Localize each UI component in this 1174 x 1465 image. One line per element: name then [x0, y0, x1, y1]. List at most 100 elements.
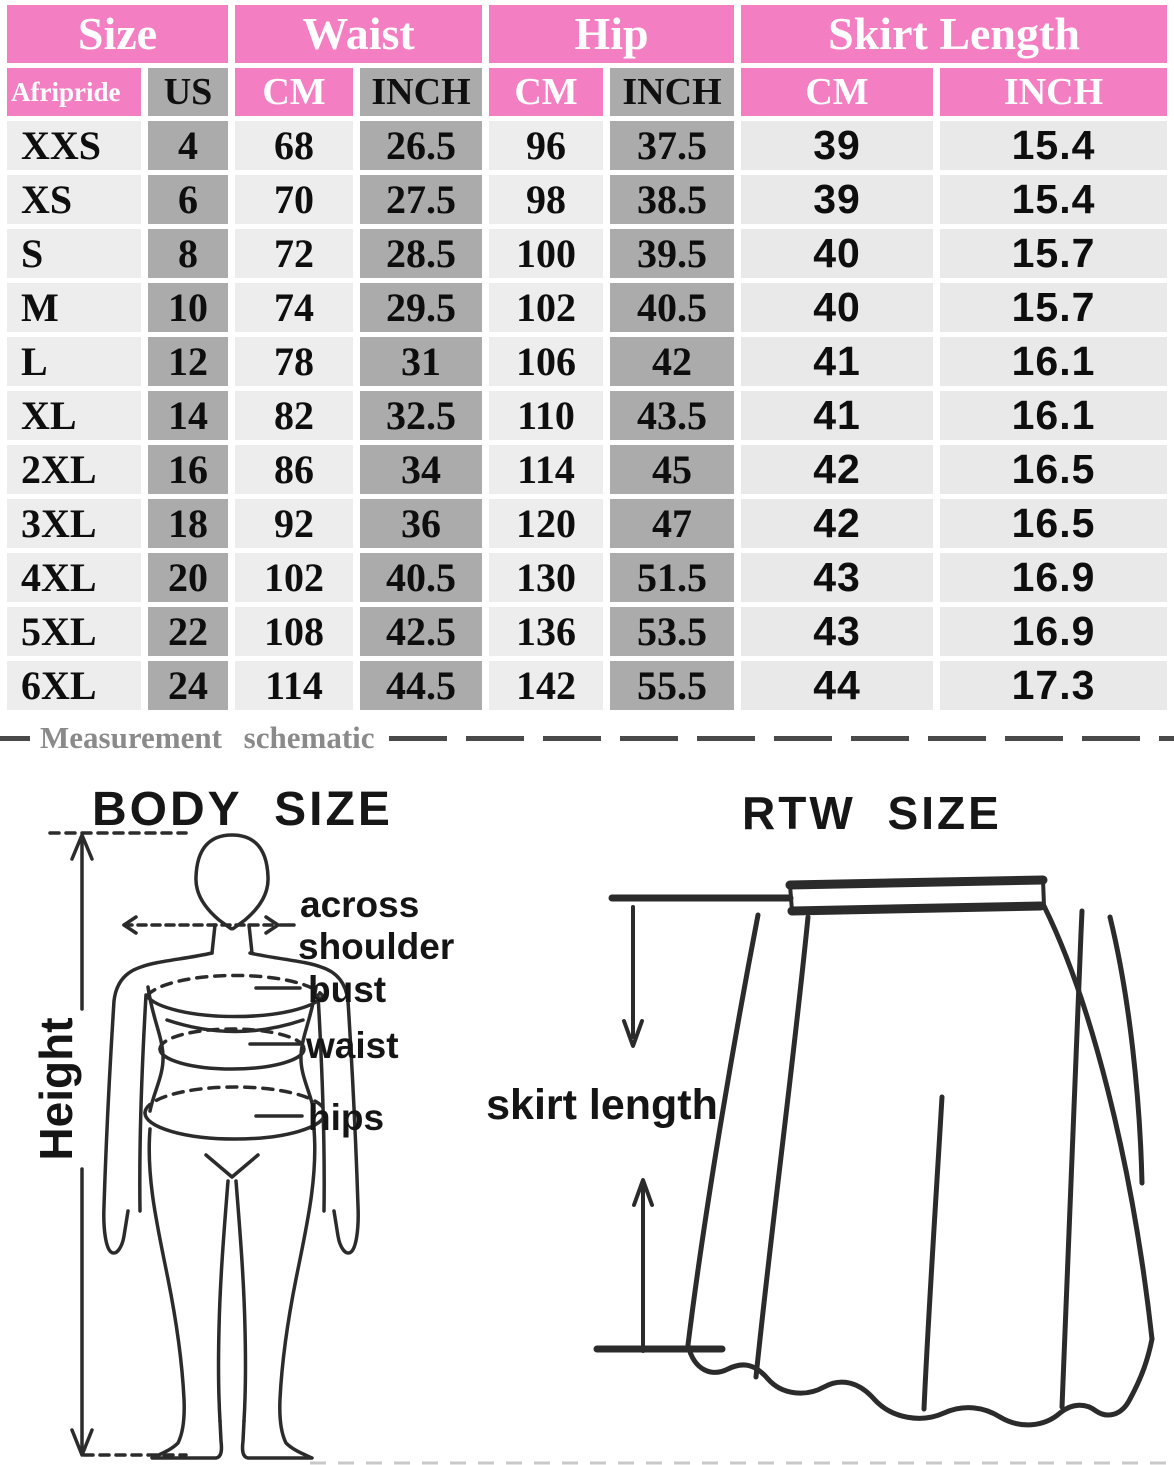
- body-figure-labels: across shoulder bust waist hips: [298, 884, 454, 1138]
- cell-skirt-cm: 43: [741, 553, 934, 602]
- cell-hip-inch: 40.5: [610, 283, 735, 332]
- cell-hip-cm: 114: [489, 445, 604, 494]
- table-group-header-row: Size Waist Hip Skirt Length: [7, 5, 1168, 63]
- cell-skirt-inch: 16.9: [940, 553, 1168, 602]
- subheader-skirt-inch: INCH: [940, 68, 1168, 116]
- table-row: 3XL 18 92 36 120 47 42 16.5: [7, 499, 1168, 548]
- brand-label: Afripride: [7, 68, 141, 116]
- cell-us: 14: [148, 391, 229, 440]
- hips-label: hips: [308, 1097, 384, 1138]
- cell-skirt-inch: 16.5: [940, 445, 1168, 494]
- cell-hip-cm: 106: [489, 337, 604, 386]
- table-row: L 12 78 31 106 42 41 16.1: [7, 337, 1168, 386]
- table-row: 4XL 20 102 40.5 130 51.5 43 16.9: [7, 553, 1168, 602]
- subheader-waist-cm: CM: [235, 68, 354, 116]
- rtw-size-title: RTW SIZE: [742, 787, 1002, 839]
- across-shoulder-label-line1: across: [300, 884, 419, 925]
- table-row: 5XL 22 108 42.5 136 53.5 43 16.9: [7, 607, 1168, 656]
- cell-waist-inch: 29.5: [360, 283, 483, 332]
- cell-skirt-inch: 16.1: [940, 391, 1168, 440]
- cell-hip-inch: 42: [610, 337, 735, 386]
- cell-us: 6: [148, 175, 229, 224]
- cell-skirt-inch: 17.3: [940, 661, 1168, 710]
- cell-us: 24: [148, 661, 229, 710]
- cell-waist-cm: 82: [235, 391, 354, 440]
- body-size-title: BODY SIZE: [92, 783, 393, 836]
- cell-size: L: [7, 337, 141, 386]
- cell-skirt-inch: 15.7: [940, 229, 1168, 278]
- cell-waist-cm: 68: [235, 121, 354, 170]
- skirt-length-label: skirt length: [486, 1081, 718, 1129]
- table-row: XL 14 82 32.5 110 43.5 41 16.1: [7, 391, 1168, 440]
- bust-label: bust: [308, 969, 386, 1010]
- subheader-skirt-cm: CM: [741, 68, 934, 116]
- cell-skirt-cm: 39: [741, 121, 934, 170]
- cell-waist-cm: 78: [235, 337, 354, 386]
- cell-waist-cm: 102: [235, 553, 354, 602]
- height-label: Height: [30, 1017, 82, 1160]
- body-figure-drawing: Height: [30, 831, 360, 1460]
- cell-skirt-inch: 15.4: [940, 121, 1168, 170]
- cell-skirt-cm: 40: [741, 283, 934, 332]
- cell-waist-cm: 108: [235, 607, 354, 656]
- cell-hip-inch: 39.5: [610, 229, 735, 278]
- cell-hip-inch: 45: [610, 445, 735, 494]
- cell-hip-cm: 100: [489, 229, 604, 278]
- table-row: XS 6 70 27.5 98 38.5 39 15.4: [7, 175, 1168, 224]
- cell-hip-cm: 142: [489, 661, 604, 710]
- cell-hip-cm: 130: [489, 553, 604, 602]
- col-group-size: Size: [7, 5, 229, 63]
- figure-legs: [147, 1127, 317, 1460]
- cell-size: 2XL: [7, 445, 141, 494]
- cell-waist-cm: 86: [235, 445, 354, 494]
- figure-measure-ellipses: [143, 973, 327, 1141]
- measure-pointer-lines: [122, 915, 304, 1118]
- cell-hip-inch: 51.5: [610, 553, 735, 602]
- cell-hip-inch: 53.5: [610, 607, 735, 656]
- cell-size: XL: [7, 391, 141, 440]
- figure-arms: [102, 951, 360, 1255]
- measurement-schematic-header: Measurement schematic: [0, 717, 1174, 759]
- cell-hip-inch: 55.5: [610, 661, 735, 710]
- measurement-schematic-drawing: BODY SIZE RTW SIZE Height: [30, 783, 1174, 1465]
- cell-waist-inch: 36: [360, 499, 483, 548]
- cell-skirt-cm: 40: [741, 229, 934, 278]
- col-group-hip: Hip: [489, 5, 735, 63]
- cell-us: 22: [148, 607, 229, 656]
- cell-size: S: [7, 229, 141, 278]
- cell-us: 16: [148, 445, 229, 494]
- cell-skirt-inch: 15.4: [940, 175, 1168, 224]
- table-row: 2XL 16 86 34 114 45 42 16.5: [7, 445, 1168, 494]
- table-subheader-row: Afripride US CM INCH CM INCH CM INCH: [7, 68, 1168, 116]
- subheader-hip-cm: CM: [489, 68, 604, 116]
- cell-size: 6XL: [7, 661, 141, 710]
- skirt-body: [685, 903, 1155, 1428]
- size-table: Size Waist Hip Skirt Length Afripride US…: [0, 0, 1174, 715]
- dash-line: [0, 735, 30, 741]
- cell-hip-cm: 120: [489, 499, 604, 548]
- cell-hip-inch: 43.5: [610, 391, 735, 440]
- cell-size: M: [7, 283, 141, 332]
- cell-waist-cm: 92: [235, 499, 354, 548]
- cell-size: XXS: [7, 121, 141, 170]
- cell-skirt-cm: 42: [741, 499, 934, 548]
- cell-us: 4: [148, 121, 229, 170]
- cell-skirt-inch: 16.9: [940, 607, 1168, 656]
- cell-skirt-inch: 16.5: [940, 499, 1168, 548]
- cell-size: XS: [7, 175, 141, 224]
- cell-waist-cm: 72: [235, 229, 354, 278]
- col-group-waist: Waist: [235, 5, 483, 63]
- cell-skirt-cm: 39: [741, 175, 934, 224]
- skirt-waistband: [785, 875, 1048, 916]
- cell-hip-cm: 136: [489, 607, 604, 656]
- dashed-rule: [388, 735, 1174, 741]
- skirt-length-arrow: [593, 905, 726, 1353]
- skirt-drawing: [593, 875, 1155, 1428]
- cell-skirt-inch: 16.1: [940, 337, 1168, 386]
- table-row: M 10 74 29.5 102 40.5 40 15.7: [7, 283, 1168, 332]
- cell-waist-inch: 27.5: [360, 175, 483, 224]
- col-group-skirt-length: Skirt Length: [741, 5, 1168, 63]
- cell-hip-inch: 38.5: [610, 175, 735, 224]
- cell-waist-inch: 32.5: [360, 391, 483, 440]
